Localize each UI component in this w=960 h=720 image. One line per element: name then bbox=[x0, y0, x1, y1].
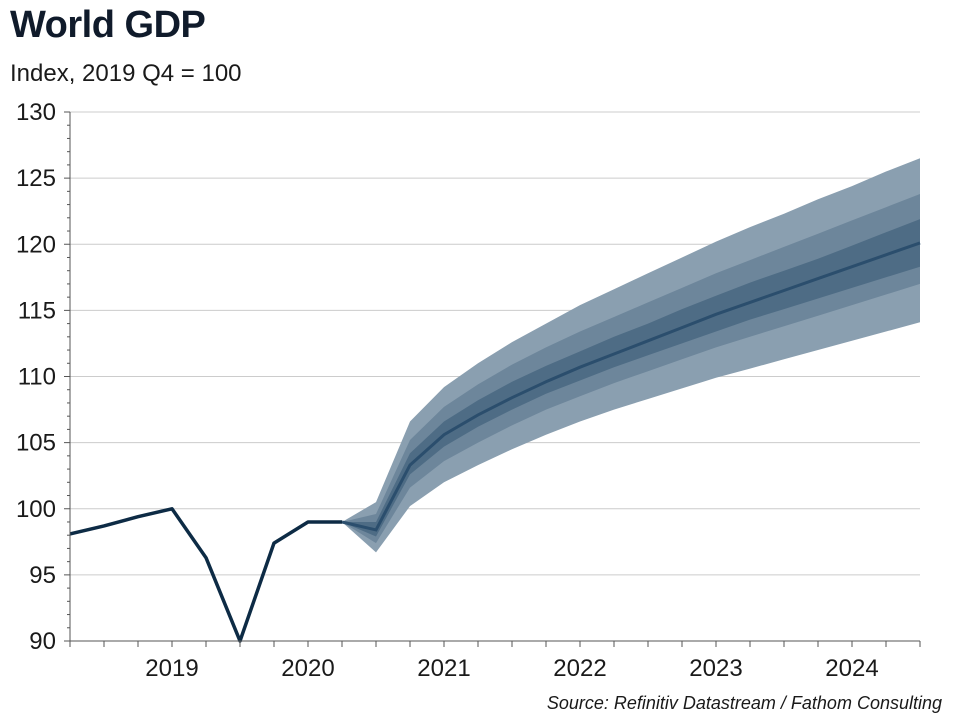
chart-title: World GDP bbox=[10, 4, 206, 46]
x-tick-label: 2019 bbox=[145, 655, 198, 682]
x-tick-label: 2022 bbox=[553, 655, 606, 682]
series-lines bbox=[69, 241, 921, 643]
y-axis-ticks: 90 95 100 105 110 115 120 125 130 bbox=[16, 99, 56, 655]
axes bbox=[64, 111, 921, 647]
y-tick-label: 115 bbox=[18, 297, 56, 324]
y-tick-label: 110 bbox=[18, 364, 56, 391]
y-tick-label: 105 bbox=[16, 430, 56, 457]
x-axis-ticks: 2019 2020 2021 2022 2023 2024 bbox=[145, 655, 878, 682]
y-tick-label: 95 bbox=[29, 562, 56, 589]
forecast-band-inner bbox=[342, 219, 920, 537]
y-tick-label: 100 bbox=[16, 496, 56, 523]
x-tick-label: 2020 bbox=[281, 655, 334, 682]
y-tick-label: 125 bbox=[16, 165, 56, 192]
x-tick-label: 2024 bbox=[825, 655, 878, 682]
source-note: Source: Refinitiv Datastream / Fathom Co… bbox=[546, 693, 942, 713]
x-tick-label: 2021 bbox=[417, 655, 470, 682]
y-tick-label: 90 bbox=[29, 628, 56, 655]
y-tick-label: 130 bbox=[16, 99, 56, 126]
forecast-bands bbox=[342, 158, 920, 553]
chart-subtitle: Index, 2019 Q4 = 100 bbox=[10, 60, 242, 87]
forecast-central-line bbox=[341, 241, 921, 532]
y-tick-label: 120 bbox=[16, 231, 56, 258]
x-tick-label: 2023 bbox=[689, 655, 742, 682]
